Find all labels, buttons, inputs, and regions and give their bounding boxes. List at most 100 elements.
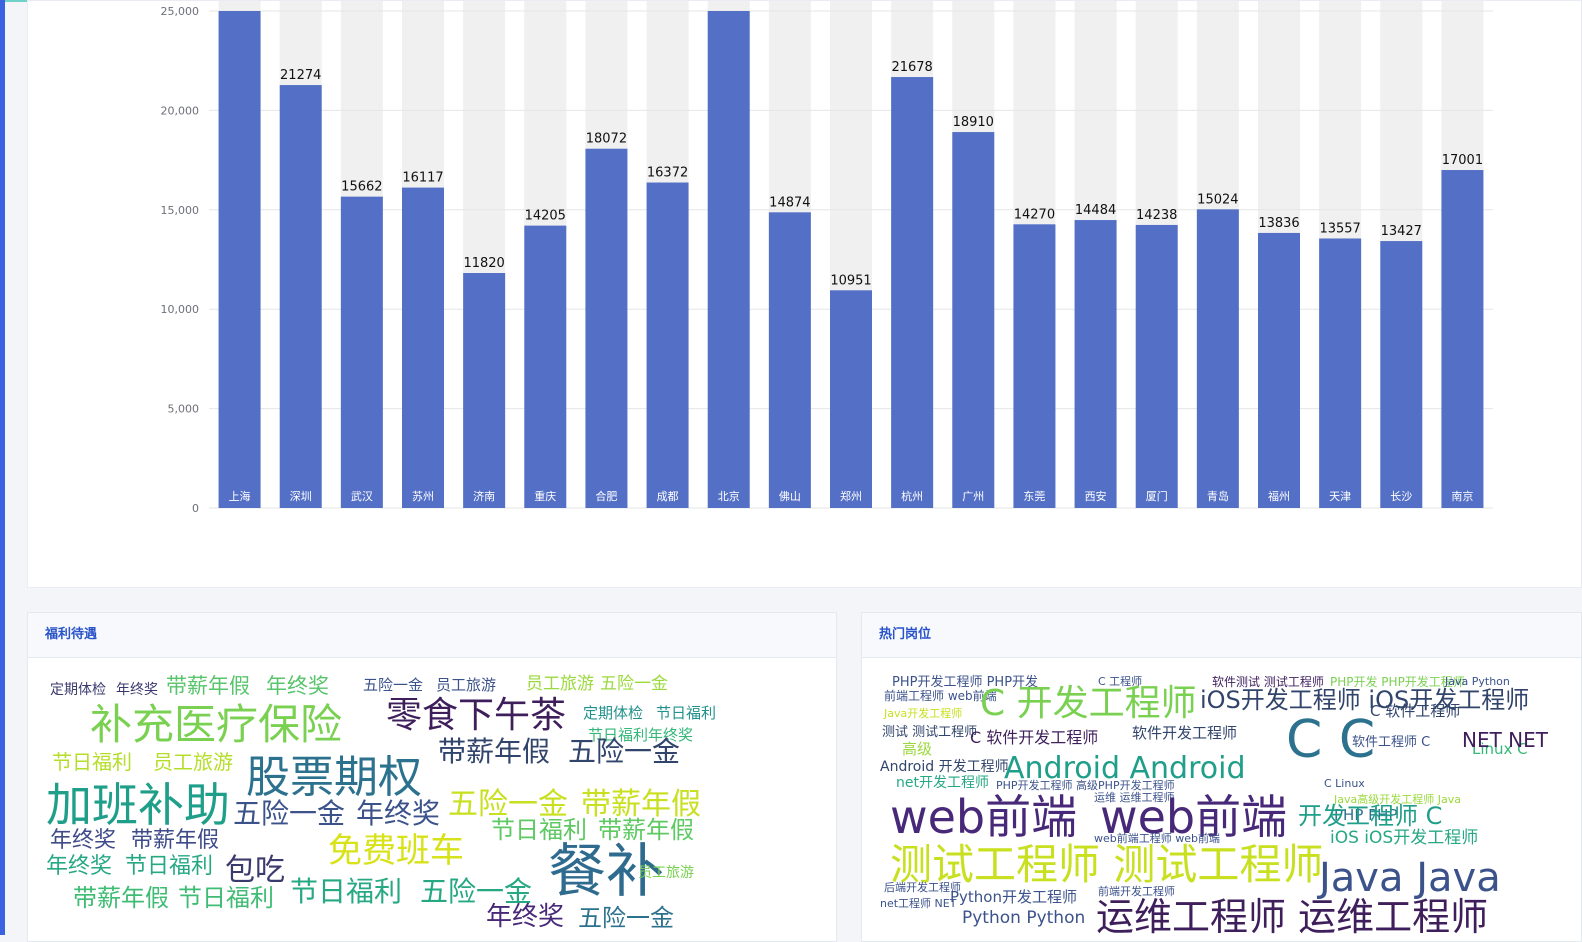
welfare-word: 五险一金 — [233, 797, 346, 830]
bar-成都[interactable] — [646, 182, 689, 508]
bar-value-label: 14484 — [1075, 203, 1116, 218]
x-category-label: 西安 — [1085, 489, 1107, 503]
job-word: Linux C — [1472, 740, 1528, 758]
job-word: Python Python — [962, 908, 1086, 928]
bar-武汉[interactable] — [340, 196, 383, 508]
job-word: Java Python — [1445, 675, 1510, 688]
x-category-label: 武汉 — [351, 490, 373, 503]
welfare-panel-title: 福利待遇 — [28, 613, 836, 658]
x-category-label: 长沙 — [1390, 490, 1412, 503]
job-word: net开发工程师 — [896, 775, 989, 791]
y-tick-label: 15,000 — [161, 204, 200, 217]
welfare-word: 五险一金 — [363, 676, 424, 694]
bar-value-label: 21678 — [891, 60, 932, 75]
x-category-label: 广州 — [962, 490, 984, 503]
job-word: iOS iOS开发工程师 — [1330, 828, 1479, 848]
x-category-label: 东莞 — [1023, 490, 1045, 503]
bar-合肥[interactable] — [585, 148, 628, 508]
bar-重庆[interactable] — [524, 225, 567, 508]
bar-厦门[interactable] — [1135, 224, 1178, 509]
welfare-word: 节日福利 — [290, 875, 403, 908]
job-word: NET NET — [1462, 728, 1548, 752]
welfare-word: 员工旅游 — [526, 674, 594, 694]
welfare-word: 餐补 — [548, 837, 665, 905]
bar-北京[interactable] — [707, 11, 750, 508]
jobs-word-cloud: PHP开发工程师 PHP开发 C 工程师 软件测试 测试工程师 PHP开发 PHP开发… — [862, 658, 1581, 941]
bar-佛山[interactable] — [768, 212, 811, 509]
job-word: C 软件开发工程师 — [970, 728, 1099, 747]
bar-天津[interactable] — [1319, 238, 1362, 508]
welfare-word: 年终奖 — [648, 726, 694, 744]
x-category-label: 杭州 — [901, 489, 923, 503]
job-word: Python开发工程师 — [950, 888, 1077, 906]
job-word: web前端 — [1100, 790, 1288, 844]
job-word: PHP PHP — [1334, 806, 1398, 824]
bar-青岛[interactable] — [1196, 209, 1239, 508]
job-word: C 软件工程师 — [1370, 702, 1461, 720]
job-word: Java开发工程师 — [884, 707, 963, 720]
welfare-word: 年终奖 — [116, 682, 158, 698]
x-category-label: 厦门 — [1146, 489, 1168, 503]
bar-value-label: 14874 — [769, 195, 810, 210]
job-word: net工程师 NET — [880, 897, 957, 910]
welfare-word: 带薪年假 — [581, 787, 701, 822]
side-accent-bar — [0, 0, 5, 935]
bar-南京[interactable] — [1441, 170, 1484, 508]
x-category-label: 深圳 — [290, 490, 312, 503]
job-word: PHP开发工程师 高级PHP开发工程师 — [996, 779, 1175, 792]
welfare-word: 零食下午茶 — [386, 695, 567, 736]
welfare-word: 定期体检 — [583, 704, 644, 722]
welfare-word: 五险一金 — [448, 787, 568, 822]
job-word: 软件工程师 C — [1352, 735, 1431, 750]
job-word: 开发工程师 C — [1298, 802, 1443, 830]
bar-东莞[interactable] — [1013, 224, 1056, 509]
welfare-word-cloud: 定期体检 年终奖 带薪年假 年终奖 五险一金 员工旅游 员工旅游 五险一金 补充医疗保险 零食下午… — [28, 658, 836, 941]
welfare-word: 年终奖 — [266, 674, 329, 698]
x-category-label: 重庆 — [534, 489, 556, 503]
bar-value-label: 14270 — [1014, 207, 1055, 222]
welfare-word: 带薪年假 — [438, 735, 551, 768]
bar-杭州[interactable] — [891, 77, 934, 509]
welfare-word: 五险一金 — [578, 904, 674, 932]
welfare-word: 员工旅游 — [638, 865, 694, 881]
job-word: 测试工程师 测试工程师 — [890, 840, 1324, 889]
bar-value-label: 18072 — [586, 132, 627, 147]
welfare-word: 股票期权 — [246, 752, 422, 803]
bar-郑州[interactable] — [830, 290, 872, 508]
x-category-label: 成都 — [657, 490, 679, 503]
job-word: 高级 — [902, 740, 933, 758]
bar-济南[interactable] — [463, 273, 506, 508]
jobs-panel: 热门岗位 PHP开发工程师 PHP开发 C 工程师 软件测试 测试工程师 PHP开发 … — [861, 612, 1582, 942]
bar-苏州[interactable] — [402, 187, 444, 508]
bar-上海[interactable] — [218, 11, 261, 508]
welfare-word: 带薪年假 — [166, 674, 250, 698]
job-word: 前端工程师 web前端 — [884, 689, 997, 703]
job-word: web前端工程师 web前端 — [1094, 832, 1220, 845]
job-word: 后端开发工程师 — [884, 881, 961, 894]
bar-深圳[interactable] — [279, 85, 322, 509]
welfare-word: 年终奖 — [486, 902, 565, 932]
bar-chart: 0 5,000 10,000 15,000 20,000 25,000 上海 21274 深圳 1… — [161, 1, 1493, 515]
bar-广州[interactable] — [952, 132, 995, 508]
welfare-word: 节日福利 — [588, 726, 649, 744]
bar-value-label: 16117 — [402, 171, 443, 186]
welfare-word: 加班补助 — [46, 778, 230, 832]
job-word: 软件开发工程师 — [1132, 724, 1238, 742]
welfare-word: 节日福利 — [491, 816, 587, 844]
x-category-label: 福州 — [1268, 489, 1290, 503]
y-tick-label: 5,000 — [168, 403, 200, 416]
x-category-label: 苏州 — [412, 490, 434, 503]
welfare-word: 年终奖 — [50, 828, 117, 853]
x-category-label: 郑州 — [840, 489, 862, 503]
bar-西安[interactable] — [1074, 220, 1117, 508]
bar-长沙[interactable] — [1380, 241, 1423, 509]
bar-value-label: 10951 — [830, 273, 871, 288]
job-word: Android Android — [1004, 751, 1246, 786]
bar-福州[interactable] — [1258, 232, 1300, 509]
job-word: PHP开发工程师 PHP开发 — [892, 675, 1039, 690]
welfare-word: 五险一金 — [568, 735, 681, 768]
welfare-word: 带薪年假 — [131, 828, 220, 853]
x-category-label: 上海 — [229, 489, 251, 503]
job-word: C 开发工程师 — [980, 683, 1197, 724]
bar-value-label: 21274 — [280, 68, 321, 83]
